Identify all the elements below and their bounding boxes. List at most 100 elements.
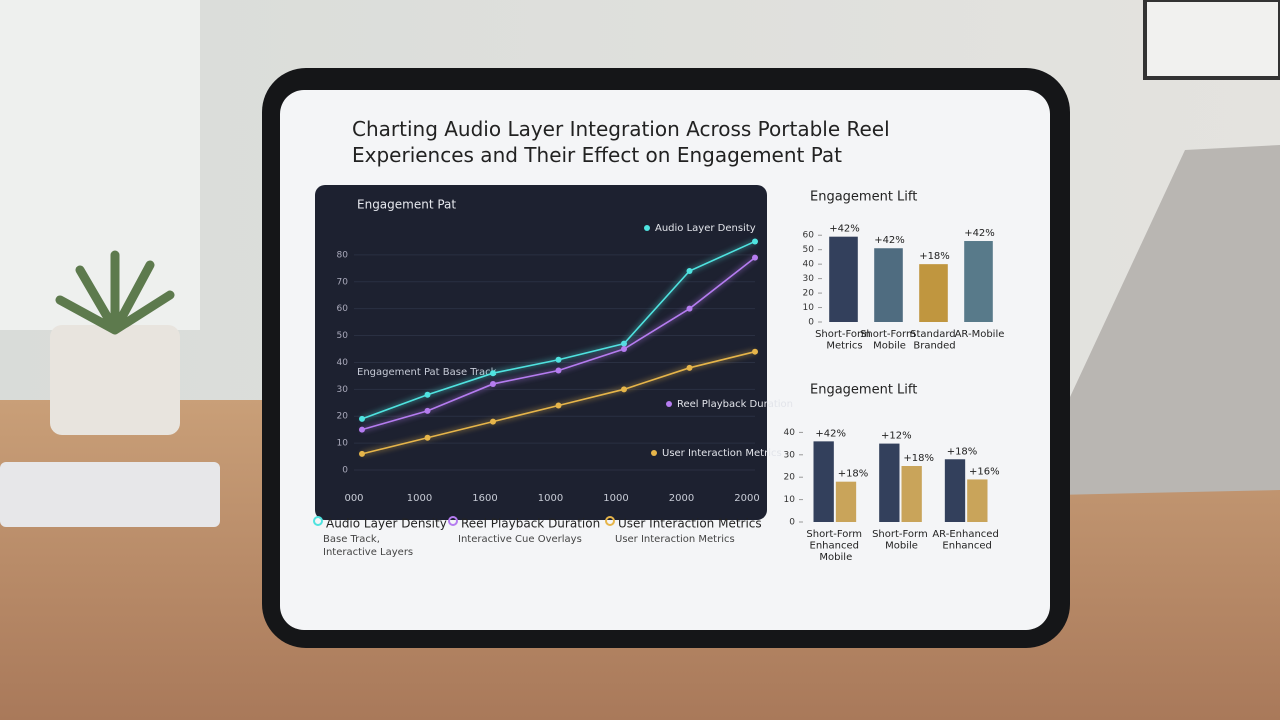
y-tick-label: 40 [784, 428, 796, 438]
bar [967, 479, 988, 522]
y-tick-label: 20 [784, 473, 796, 483]
bar [901, 466, 922, 522]
x-tick-label: 2000 [734, 493, 759, 504]
bar [813, 441, 834, 522]
y-tick-label: 30 [803, 274, 815, 284]
point [686, 305, 693, 312]
bar [944, 459, 966, 522]
bar [835, 481, 857, 522]
bar-annotation: +42% [829, 224, 860, 235]
point [686, 268, 693, 275]
laptop-right [1050, 145, 1280, 495]
legend-label: Audio Layer Density [326, 517, 447, 531]
point [555, 367, 562, 374]
x-tick-label: 1000 [538, 493, 563, 504]
label-dot [644, 225, 650, 231]
legend-label: Reel Playback Duration [461, 517, 600, 531]
chart-title: Engagement Lift [810, 190, 917, 205]
point [752, 348, 758, 355]
legend-marker [313, 516, 323, 526]
picture-frame [1143, 0, 1280, 80]
point [752, 254, 758, 261]
legend-note: User Interaction Metrics [615, 534, 735, 545]
x-tick-label: 2000 [669, 493, 694, 504]
y-tick-label: 20 [803, 289, 815, 299]
point [490, 370, 496, 377]
bar [879, 443, 900, 522]
bar [919, 264, 948, 322]
y-tick-label: 50 [337, 331, 349, 341]
point [424, 434, 431, 441]
series-label: Audio Layer Density [655, 223, 756, 234]
point [555, 402, 562, 409]
laptop-left [0, 462, 220, 527]
window [0, 0, 200, 330]
label-dot [666, 401, 672, 407]
point [686, 364, 693, 371]
y-tick-label: 10 [784, 495, 796, 505]
x-tick-label: 1600 [472, 493, 497, 504]
x-tick-label: Short-Form Mobile [872, 529, 931, 552]
bar [829, 236, 858, 322]
x-tick-label: AR-Mobile [955, 329, 1005, 340]
x-tick-label: 1000 [407, 493, 432, 504]
y-tick-label: 20 [337, 412, 349, 422]
y-tick-label: 40 [803, 260, 815, 270]
bar-annotation: +42% [815, 428, 846, 439]
legend-note: Interactive Cue Overlays [458, 534, 582, 545]
x-tick-label: Standard Branded [910, 329, 959, 352]
bar [964, 241, 993, 322]
y-tick-label: 10 [337, 439, 349, 449]
bar [874, 248, 903, 322]
y-tick-label: 30 [784, 450, 796, 460]
bar-annotation: +18% [838, 469, 869, 480]
y-tick-label: 0 [789, 518, 795, 528]
legend-marker [605, 516, 615, 526]
y-tick-label: 80 [337, 250, 349, 260]
y-tick-label: 0 [808, 318, 814, 328]
series-label: Reel Playback Duration [677, 399, 793, 410]
point [490, 418, 496, 425]
y-tick-label: 10 [803, 303, 815, 313]
chart-title: Engagement Lift [810, 383, 917, 398]
x-tick-label: 000 [344, 493, 363, 504]
bar-annotation: +42% [874, 235, 905, 246]
x-tick-label: AR-Enhanced Enhanced [932, 529, 1002, 552]
point [555, 356, 562, 363]
y-tick-label: 40 [337, 358, 349, 368]
legend-marker [448, 516, 458, 526]
point [752, 238, 758, 245]
bar-annotation: +12% [881, 431, 912, 442]
point [621, 340, 627, 347]
x-tick-label: Short-Form Enhanced Mobile [806, 529, 865, 563]
x-tick-label: Short-Form Mobile [860, 329, 919, 352]
legend-label: User Interaction Metrics [618, 517, 762, 531]
x-tick-label: 1000 [603, 493, 628, 504]
x-tick-label: Short-Form Metrics [815, 329, 874, 352]
label-dot [651, 450, 657, 456]
y-tick-label: 60 [803, 231, 815, 241]
y-tick-label: 0 [342, 466, 348, 476]
page-title: Charting Audio Layer Integration Across … [352, 117, 896, 167]
point [424, 391, 431, 398]
point [490, 380, 496, 387]
bar-annotation: +18% [919, 251, 950, 262]
bar-annotation: +18% [947, 446, 978, 457]
chart-title: Engagement Pat [357, 198, 456, 212]
plant-pot [50, 325, 180, 435]
point [359, 450, 365, 457]
point [424, 407, 431, 414]
point [621, 386, 627, 393]
plant [55, 250, 175, 335]
y-tick-label: 70 [337, 277, 349, 287]
y-tick-label: 30 [337, 385, 349, 395]
bar-annotation: +16% [969, 466, 1000, 477]
annotation: Engagement Pat Base Track [357, 367, 497, 378]
series-label: User Interaction Metrics [662, 448, 782, 459]
bar-annotation: +18% [903, 453, 934, 464]
bar-annotation: +42% [964, 228, 995, 239]
y-tick-label: 60 [337, 304, 349, 314]
point [359, 426, 365, 433]
y-tick-label: 50 [803, 245, 815, 255]
